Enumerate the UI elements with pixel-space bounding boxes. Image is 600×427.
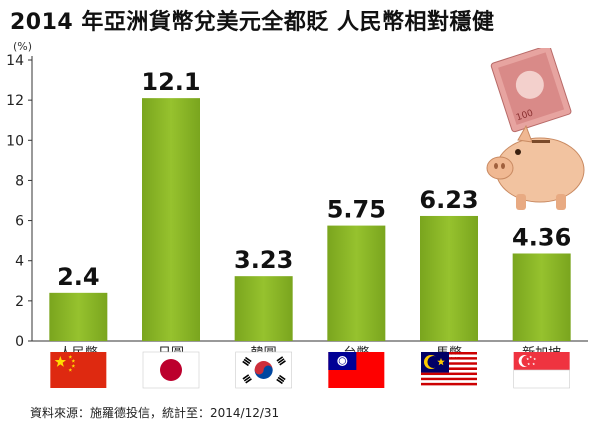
chart-title: 2014 年亞洲貨幣兌美元全都貶 人民幣相對穩健: [10, 10, 495, 35]
bar-4: [327, 225, 386, 341]
taiwan-flag: [328, 352, 385, 388]
y-tick-label: 10: [6, 133, 24, 149]
y-tick-label: 12: [6, 93, 24, 109]
value-label: 6.23: [419, 186, 478, 214]
bar-6: [512, 253, 571, 341]
bar-3: [234, 276, 293, 341]
y-tick-label: 8: [15, 173, 24, 189]
bar-5: [420, 215, 478, 341]
value-label: 4.36: [512, 223, 571, 251]
y-axis-unit: (%): [13, 40, 33, 53]
source-note: 資料來源：施羅德投信，統計至：2014/12/31: [30, 406, 280, 420]
y-tick-label: 14: [6, 53, 24, 69]
south-korea-flag: [235, 351, 292, 389]
y-tick-label: 2: [15, 294, 24, 310]
bar-1: [49, 292, 108, 341]
y-tick-label: 6: [15, 214, 24, 230]
japan-flag: [142, 351, 200, 389]
value-label: 3.23: [234, 246, 293, 274]
y-tick-label: 0: [15, 334, 24, 350]
value-label: 5.75: [327, 196, 386, 224]
piggy-bank-icon: 100: [486, 48, 585, 210]
singapore-flag: [513, 352, 570, 389]
value-label: 12.1: [141, 68, 200, 96]
malaysia-flag: [421, 352, 477, 388]
value-label: 2.4: [57, 263, 100, 291]
china-flag: [50, 352, 107, 388]
bar-2: [142, 98, 200, 341]
y-tick-label: 4: [15, 254, 24, 270]
